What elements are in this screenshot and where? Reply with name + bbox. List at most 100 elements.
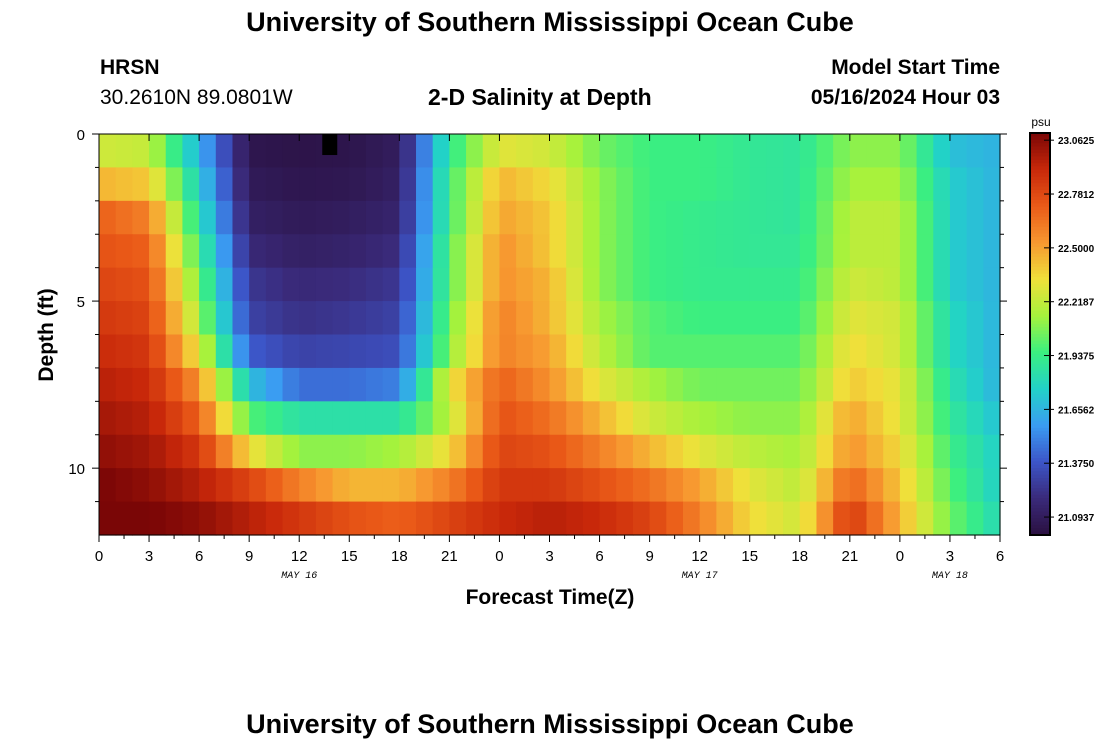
heatmap-cell (966, 367, 984, 402)
colorbar-segment (1030, 327, 1050, 332)
heatmap-cell (549, 434, 567, 469)
x-axis: 0 3 6 9 12 15 18 21 0 3 6 9 12 15 18 21 0 3 6 MAY 16 MAY 17 M… (95, 134, 1004, 582)
heatmap-cell (165, 301, 184, 336)
colorbar-segment (1030, 501, 1050, 506)
heatmap-cell (282, 434, 300, 469)
heatmap-cell (949, 267, 968, 302)
heatmap-cell (983, 234, 1001, 269)
heatmap-cell (766, 200, 784, 235)
heatmap-cell (182, 367, 200, 402)
heatmap-cell (949, 301, 968, 336)
heatmap-cell (983, 134, 1001, 169)
heatmap-cell (232, 301, 250, 336)
heatmap-cell (416, 468, 434, 503)
heatmap-cell (332, 167, 350, 202)
x-tick-label: 9 (645, 548, 653, 565)
heatmap-cell (566, 401, 584, 436)
heatmap-cell (883, 401, 901, 436)
heatmap-cell (983, 267, 1001, 302)
colorbar-segment (1030, 293, 1050, 298)
heatmap-cell (883, 301, 901, 336)
heatmap-cell (182, 334, 200, 369)
heatmap-cell (349, 267, 367, 302)
heatmap-cell (649, 401, 667, 436)
heatmap-cell (866, 200, 884, 235)
heatmap-cell (799, 267, 818, 302)
heatmap-cell (666, 234, 684, 269)
heatmap-cell (215, 468, 234, 503)
heatmap-cell (883, 200, 901, 235)
colorbar-segment (1030, 139, 1050, 144)
colorbar-segment (1030, 303, 1050, 308)
heatmap-cell (649, 367, 667, 402)
heatmap-cell (566, 200, 584, 235)
heatmap-cell (616, 468, 634, 503)
heatmap-cell (466, 401, 484, 436)
heatmap-cell (549, 267, 567, 302)
heatmap-cell (582, 401, 601, 436)
heatmap-cell (499, 434, 517, 469)
heatmap-cell (299, 267, 317, 302)
heatmap-cell (282, 301, 300, 336)
colorbar-segment (1030, 514, 1050, 519)
heatmap-cell (649, 234, 667, 269)
heatmap-cell (783, 367, 801, 402)
heatmap-cell (549, 134, 567, 169)
heatmap-cell (699, 134, 717, 169)
colorbar-segment (1030, 417, 1050, 422)
heatmap-cell (599, 301, 617, 336)
heatmap-cell (899, 501, 918, 536)
colorbar-segment (1030, 488, 1050, 493)
heatmap-cell (165, 234, 184, 269)
heatmap-cell (783, 267, 801, 302)
heatmap-cell (916, 134, 934, 169)
heatmap-cell (866, 167, 884, 202)
heatmap-cell (682, 134, 701, 169)
heatmap-cell (349, 134, 367, 169)
heatmap-cell (315, 434, 334, 469)
heatmap-cell (566, 301, 584, 336)
heatmap-cell (182, 200, 200, 235)
heatmap-cell (265, 434, 284, 469)
y-axis: 0 5 10 (68, 127, 1007, 503)
colorbar-segment (1030, 387, 1050, 392)
heatmap-cell (99, 434, 117, 469)
heatmap-cell (549, 367, 567, 402)
heatmap-cell (499, 334, 517, 369)
heatmap-cell (315, 367, 334, 402)
heatmap-cell (716, 367, 734, 402)
heatmap-cell (199, 301, 217, 336)
heatmap-cell (249, 134, 267, 169)
heatmap-cell (265, 167, 284, 202)
x-tick-label: 6 (595, 548, 603, 565)
heatmap-cell (99, 367, 117, 402)
heatmap-cell (933, 234, 951, 269)
heatmap-cell (299, 334, 317, 369)
colorbar-segment (1030, 484, 1050, 489)
heatmap-cell (282, 501, 300, 536)
heatmap-cell (249, 468, 267, 503)
heatmap-cell (516, 367, 534, 402)
heatmap-cell (766, 468, 784, 503)
heatmap-cell (699, 501, 717, 536)
heatmap-cell (566, 234, 584, 269)
heatmap-cell (849, 167, 868, 202)
heatmap-cell (466, 234, 484, 269)
heatmap-cell (716, 134, 734, 169)
heatmap-cell (833, 367, 851, 402)
heatmap-cell (249, 200, 267, 235)
colorbar-segment (1030, 347, 1050, 352)
heatmap-cell (315, 167, 334, 202)
heatmap-cell (215, 301, 234, 336)
heatmap-cell (849, 134, 868, 169)
heatmap-cell (616, 167, 634, 202)
plot-title: 2-D Salinity at Depth (428, 84, 652, 110)
heatmap-cell (466, 501, 484, 536)
heatmap-cell (365, 134, 384, 169)
heatmap-cell (115, 434, 133, 469)
heatmap-cell (199, 501, 217, 536)
heatmap-cell (916, 501, 934, 536)
heatmap-cell (499, 301, 517, 336)
station-coordinates: 30.2610N 89.0801W (100, 86, 293, 109)
heatmap-cell (966, 267, 984, 302)
